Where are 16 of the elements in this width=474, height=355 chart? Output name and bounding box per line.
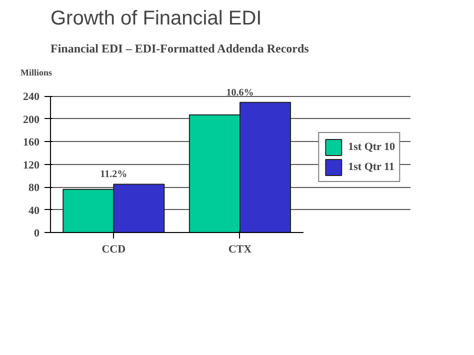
chart-title: Growth of Financial EDI xyxy=(50,8,262,30)
x-tick-label: CTX xyxy=(228,244,252,256)
y-tick-label: 160 xyxy=(23,136,40,149)
chart-subtitle: Financial EDI – EDI-Formatted Addenda Records xyxy=(50,42,310,56)
y-axis-title: Millions xyxy=(20,68,52,78)
y-tick-label: 200 xyxy=(23,114,40,126)
legend-label: 1st Qtr 10 xyxy=(348,141,395,153)
y-tick-label: 80 xyxy=(28,182,40,194)
y-tick-label: 40 xyxy=(28,204,40,217)
legend-label: 1st Qtr 11 xyxy=(348,161,394,173)
y-tick-label: 120 xyxy=(23,159,40,172)
annotation: 10.6% xyxy=(226,87,254,98)
x-tick-label: CCD xyxy=(102,244,126,256)
y-tick-label: 240 xyxy=(23,91,40,104)
annotation: 11.2% xyxy=(100,169,128,180)
y-tick-label: 0 xyxy=(34,228,40,240)
